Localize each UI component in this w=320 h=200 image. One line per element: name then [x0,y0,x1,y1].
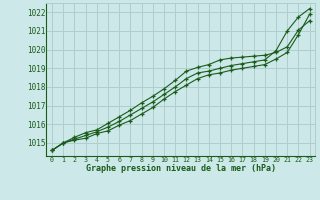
X-axis label: Graphe pression niveau de la mer (hPa): Graphe pression niveau de la mer (hPa) [86,164,276,173]
